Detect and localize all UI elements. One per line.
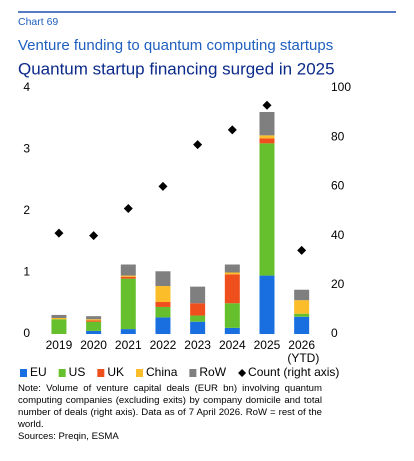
bar-segment — [294, 316, 310, 334]
bar-segment — [86, 330, 102, 334]
bar-segment — [259, 111, 275, 136]
bar-segment — [86, 316, 102, 320]
legend-label: EU — [30, 365, 47, 379]
bar-segment — [155, 317, 171, 334]
bar-segment — [190, 315, 206, 322]
bar-segment — [224, 327, 240, 334]
bar-segment — [86, 321, 102, 331]
bar-segment — [120, 264, 136, 276]
count-marker — [54, 228, 64, 238]
y-tick-label: 4 — [23, 80, 30, 94]
bar-segment — [224, 274, 240, 304]
bar-segment — [120, 275, 136, 277]
bar-segment — [224, 264, 240, 273]
y2-tick-label: 100 — [331, 80, 351, 94]
x-tick-label: 2025 — [254, 338, 281, 352]
x-tick-label: 2019 — [46, 338, 73, 352]
y-tick-label: 2 — [23, 203, 30, 217]
legend-label: US — [69, 365, 86, 379]
chart-subtitle: Quantum startup financing surged in 2025 — [18, 59, 335, 78]
y2-tick-label: 60 — [331, 179, 345, 193]
bar-segment — [120, 329, 136, 334]
count-marker — [89, 231, 99, 241]
legend-swatch — [136, 369, 144, 377]
bar-segment — [190, 286, 206, 304]
legend-label: RoW — [199, 365, 226, 379]
y-tick-label: 0 — [23, 326, 30, 340]
y2-tick-label: 40 — [331, 228, 345, 242]
legend-label: China — [146, 365, 178, 379]
bar-segment — [224, 272, 240, 275]
legend-marker — [238, 369, 247, 377]
bar-segment — [120, 276, 136, 279]
x-tick-label: 2026 (YTD) — [284, 338, 319, 365]
count-marker — [297, 245, 307, 255]
source: Sources: Preqin, ESMA — [18, 431, 119, 442]
x-tick-label: 2022 — [150, 338, 177, 352]
y-tick-label: 3 — [23, 142, 30, 156]
x-tick-label: 2024 — [219, 338, 246, 352]
bar-segment — [259, 275, 275, 334]
legend-label: Count (right axis) — [248, 365, 339, 379]
legend-swatch — [97, 369, 105, 377]
bar-segment — [120, 278, 136, 330]
bar-segment — [51, 314, 67, 319]
bar-segment — [190, 321, 206, 334]
bar-segment — [86, 320, 102, 322]
count-marker — [123, 204, 133, 214]
legend-swatch — [189, 369, 197, 377]
count-marker — [227, 125, 237, 135]
x-tick-label: 2021 — [115, 338, 142, 352]
bar-segment — [294, 289, 310, 301]
bar-segment — [294, 313, 310, 317]
legend-label: UK — [107, 365, 124, 379]
bar-segment — [294, 300, 310, 314]
bar-segment — [155, 271, 171, 287]
count-marker — [158, 181, 168, 191]
y2-tick-label: 0 — [331, 326, 338, 340]
chart-label: Chart 69 — [18, 16, 58, 28]
bar-segment — [259, 143, 275, 276]
x-tick-label: 2023 — [184, 338, 211, 352]
bar-segment — [51, 319, 67, 334]
y2-tick-label: 80 — [331, 129, 345, 143]
y-tick-label: 1 — [23, 265, 30, 279]
bar-segment — [190, 303, 206, 316]
bar-segment — [259, 138, 275, 144]
chart-title: Venture funding to quantum computing sta… — [18, 37, 333, 54]
legend-swatch — [20, 369, 27, 377]
count-marker — [262, 100, 272, 110]
bar-segment — [259, 135, 275, 139]
legend-swatch — [58, 369, 66, 377]
bar-segment — [155, 302, 171, 307]
count-marker — [193, 140, 203, 150]
bar-segment — [155, 306, 171, 318]
note: Note: Volume of venture capital deals (E… — [18, 383, 322, 430]
bar-segment — [86, 319, 102, 321]
y2-tick-label: 20 — [331, 277, 345, 291]
bar-segment — [51, 318, 67, 320]
bar-segment — [224, 303, 240, 328]
x-tick-label: 2020 — [80, 338, 107, 352]
bar-segment — [155, 286, 171, 303]
